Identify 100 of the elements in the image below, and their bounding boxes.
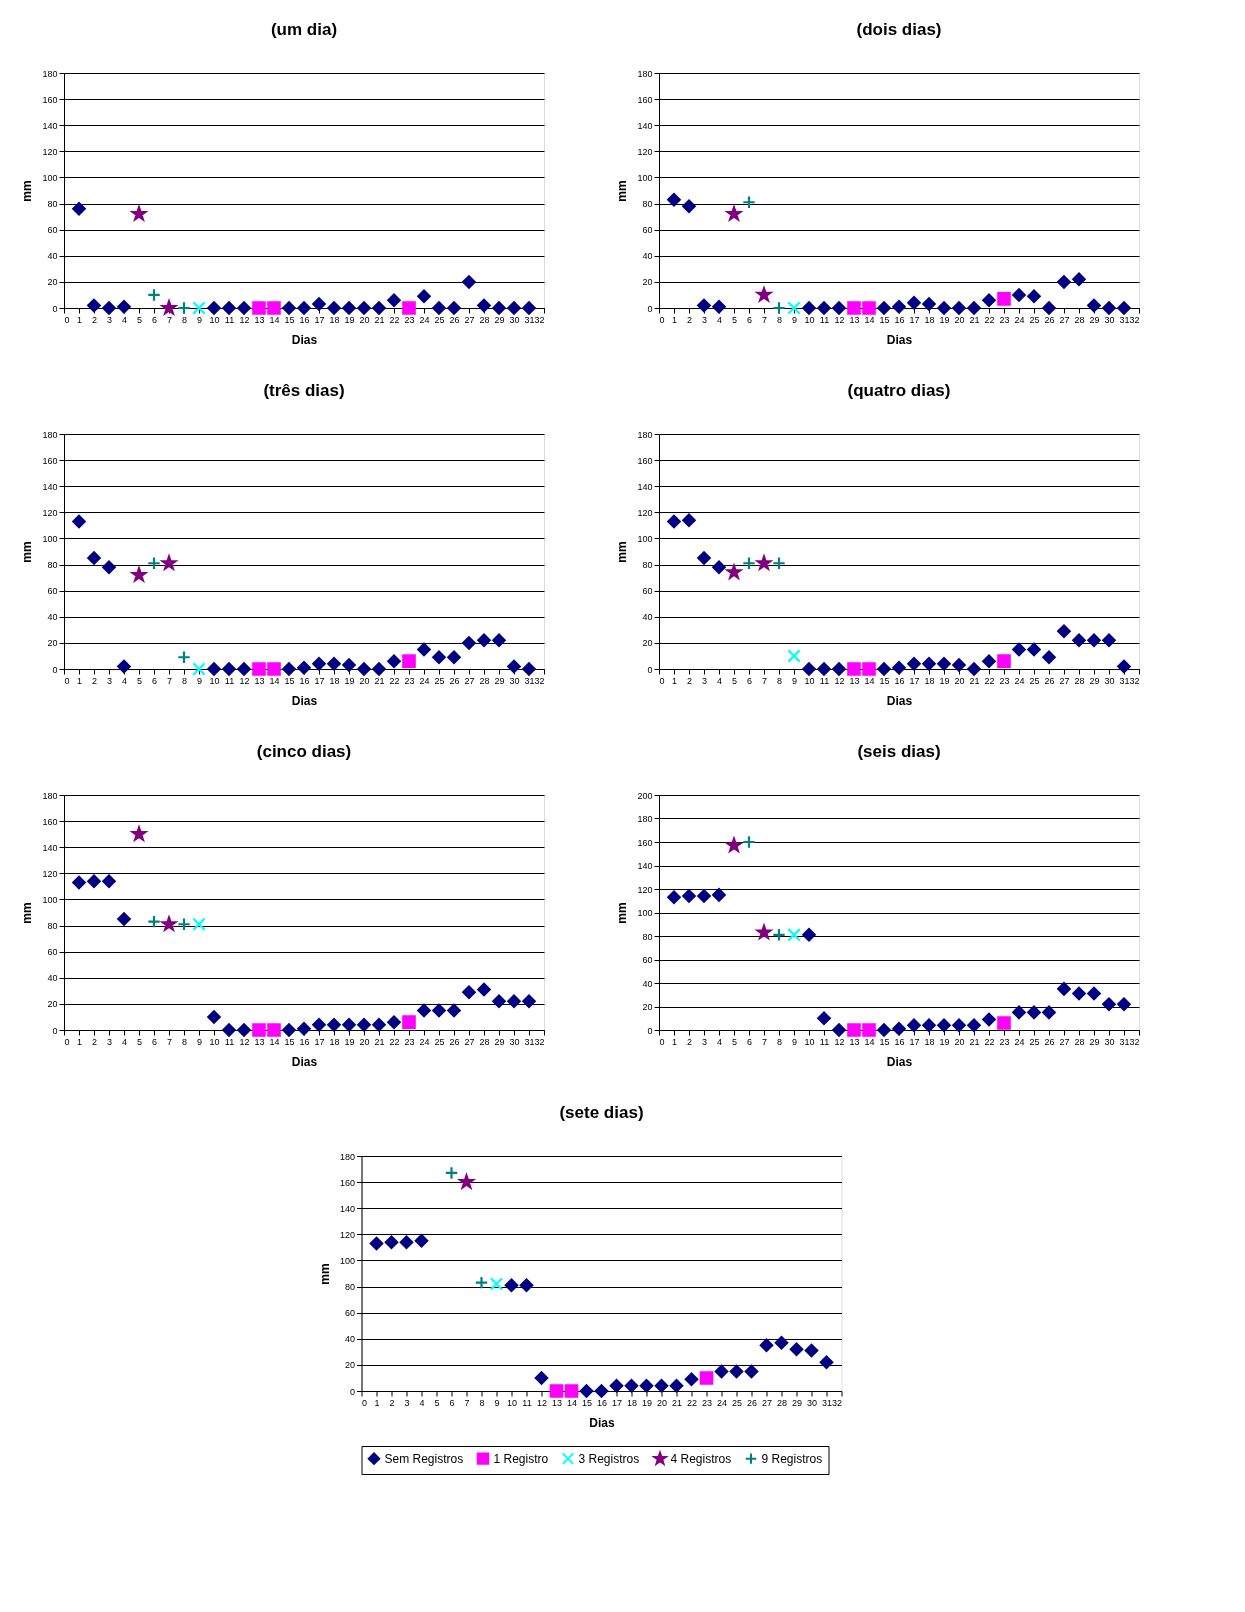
x-tick-label: 14: [269, 675, 280, 686]
point: [507, 994, 521, 1009]
point: [342, 658, 356, 672]
x-tick-label: 5: [136, 675, 143, 686]
legend-label: 3 Registros: [578, 1451, 640, 1466]
y-tick-label: 200: [637, 790, 653, 801]
x-tick-label: 6: [746, 675, 753, 686]
point: [489, 1277, 504, 1291]
x-tick-label: 2: [686, 1036, 693, 1047]
point: [117, 659, 131, 674]
y-tick-label: 140: [637, 481, 653, 492]
x-tick-label: 2: [389, 1397, 395, 1408]
x-tick-label: 25: [1029, 314, 1040, 325]
chart-title: (quatro dias): [847, 381, 951, 400]
point: [492, 633, 506, 648]
x-tick-label: 16: [299, 675, 310, 686]
x-tick-label: 14: [269, 314, 280, 325]
chart-title: (um dia): [270, 20, 338, 39]
x-tick-label: 29: [1089, 675, 1100, 686]
x-tick-label: 7: [166, 675, 173, 686]
y-tick-label: 120: [42, 868, 58, 879]
y-tick-label: 20: [47, 277, 58, 288]
x-tick-label: 21: [374, 314, 385, 325]
point: [1117, 659, 1131, 674]
point: [402, 654, 416, 668]
x-tick-label: 18: [626, 1397, 638, 1408]
y-tick-label: 160: [637, 837, 653, 848]
x-tick-label: 0: [64, 1036, 70, 1047]
point: [129, 824, 149, 843]
point: [754, 922, 774, 941]
x-tick-label: 15: [284, 675, 295, 686]
point: [282, 662, 296, 676]
point: [312, 656, 326, 671]
point: [1042, 650, 1056, 665]
point: [222, 301, 236, 315]
x-tick-label: 17: [909, 314, 920, 325]
x-tick-label: 24: [1014, 314, 1025, 325]
point: [417, 1003, 431, 1018]
y-tick-label: 160: [637, 455, 653, 466]
x-tick-label: 14: [864, 314, 875, 325]
point: [1027, 289, 1041, 304]
point: [312, 1017, 326, 1032]
x-tick-label: 26: [449, 314, 460, 325]
y-tick-label: 60: [47, 225, 58, 236]
x-tick-label: 28: [479, 314, 490, 325]
x-tick-label: 30: [509, 675, 520, 686]
point: [432, 301, 446, 315]
point: [982, 654, 996, 668]
x-tick-label: 6: [449, 1397, 455, 1408]
point: [1072, 986, 1086, 1001]
x-tick-label: 25: [434, 1036, 445, 1047]
x-tick-label: 24: [1014, 1036, 1025, 1047]
point: [772, 556, 786, 571]
point: [432, 650, 446, 665]
point: [967, 1018, 981, 1033]
x-tick-label: 26: [449, 675, 460, 686]
point: [832, 662, 846, 676]
x-tick-label: 29: [791, 1397, 803, 1408]
x-tick-label: 12: [239, 1036, 250, 1047]
point: [729, 1364, 744, 1379]
x-tick-label: 32: [1129, 675, 1140, 686]
x-tick-label: 7: [166, 314, 173, 325]
x-tick-label: 8: [479, 1397, 485, 1408]
x-tick-label: 21: [969, 1036, 980, 1047]
x-tick-label: 24: [419, 314, 430, 325]
point: [177, 301, 191, 315]
x-tick-label: 28: [1074, 314, 1085, 325]
x-tick-label: 31: [1119, 675, 1130, 686]
point: [477, 982, 491, 997]
x-tick-label: 9: [791, 675, 798, 686]
x-tick-label: 0: [64, 675, 70, 686]
x-tick-label: 9: [791, 1036, 798, 1047]
y-tick-label: 40: [344, 1334, 355, 1345]
point: [177, 917, 191, 932]
point: [417, 289, 431, 304]
point: [802, 928, 816, 942]
point: [804, 1343, 819, 1358]
y-tick-label: 40: [642, 978, 653, 989]
x-tick-label: 7: [761, 675, 768, 686]
y-tick-label: 160: [42, 816, 58, 827]
x-tick-label: 14: [269, 1036, 280, 1047]
point: [522, 662, 536, 676]
x-axis-title: Dias: [886, 693, 913, 708]
point: [222, 1023, 236, 1037]
x-tick-label: 27: [761, 1397, 773, 1408]
point: [1012, 642, 1026, 657]
y-tick-label: 40: [47, 251, 58, 262]
point: [387, 654, 401, 668]
y-tick-label: 140: [42, 120, 58, 131]
x-tick-label: 15: [879, 314, 890, 325]
x-tick-label: 28: [479, 1036, 490, 1047]
y-tick-label: 120: [42, 146, 58, 157]
point: [474, 1275, 489, 1290]
x-tick-label: 22: [389, 314, 400, 325]
x-tick-label: 29: [1089, 314, 1100, 325]
x-tick-label: 26: [449, 1036, 460, 1047]
x-tick-label: 9: [196, 314, 203, 325]
point: [477, 298, 491, 313]
y-tick-label: 40: [47, 612, 58, 623]
x-tick-label: 29: [494, 1036, 505, 1047]
